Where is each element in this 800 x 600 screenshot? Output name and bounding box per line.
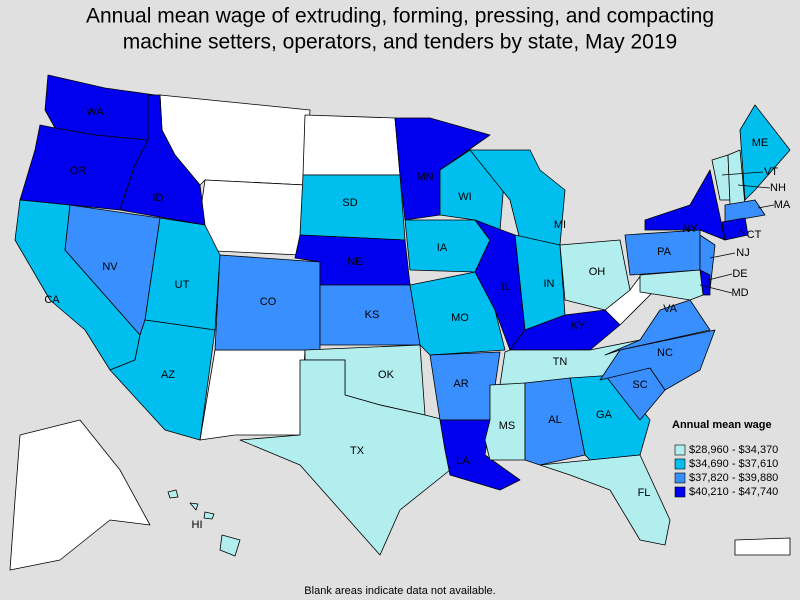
leader-line: [721, 171, 764, 176]
state-label: AL: [548, 414, 561, 426]
legend-label: $40,210 - $47,740: [689, 486, 778, 498]
state-label: FL: [638, 487, 651, 499]
state-label: ID: [153, 192, 164, 204]
state-label: HI: [192, 519, 203, 531]
state-label: NC: [657, 347, 673, 359]
state-label: TN: [553, 356, 568, 368]
state-label: CO: [260, 296, 277, 308]
state-label: MD: [731, 287, 748, 299]
state-shape: [734, 537, 791, 556]
legend-label: $34,690 - $37,610: [689, 458, 778, 470]
state-label: UT: [175, 279, 190, 291]
state-shape: [144, 217, 221, 331]
state-label: LA: [456, 455, 470, 467]
title-line-2: machine setters, operators, and tenders …: [123, 31, 677, 54]
state-label: KY: [571, 320, 586, 332]
state-shape: [219, 534, 241, 557]
state-shape: [739, 104, 791, 201]
state-label: AZ: [161, 369, 175, 381]
state-label: NY: [682, 223, 698, 235]
state-label: MO: [451, 312, 469, 324]
state-label: WI: [458, 191, 471, 203]
state-shape: [109, 319, 216, 441]
state-shape: [404, 219, 491, 273]
state-label: MA: [774, 199, 791, 211]
leader-line: [757, 204, 775, 209]
state-label: OR: [70, 165, 87, 177]
state-shape: [721, 217, 749, 241]
state-shape: [539, 454, 671, 546]
state-shape: [469, 149, 566, 246]
state-label: VT: [764, 166, 778, 178]
state-shape: [239, 359, 451, 556]
leader-line: [709, 252, 736, 259]
state-label: IL: [501, 281, 510, 293]
state-label: MN: [416, 171, 433, 183]
leader-line: [699, 284, 733, 294]
state-label: NV: [102, 261, 118, 273]
state-shape: [167, 489, 179, 499]
state-shape: [203, 511, 215, 520]
leader-line: [707, 273, 733, 281]
legend-swatch: [674, 444, 686, 456]
state-label: SD: [342, 197, 357, 209]
state-label: SC: [632, 379, 647, 391]
state-label: NE: [347, 256, 362, 268]
state-label: IA: [437, 242, 448, 254]
state-label: VA: [663, 303, 678, 315]
legend-swatch: [674, 472, 686, 484]
state-label: ME: [752, 137, 769, 149]
state-shape: [524, 377, 586, 466]
legend-swatch: [674, 458, 686, 470]
state-shape: [189, 502, 199, 511]
state-label: WA: [86, 106, 104, 118]
state-label: TX: [350, 445, 365, 457]
state-label: OH: [589, 266, 606, 278]
legend-title: Annual mean wage: [672, 419, 772, 431]
state-label: AR: [453, 378, 468, 390]
legend-label: $37,820 - $39,880: [689, 472, 778, 484]
states: WA OR ID CA NV UT AZ CO SD NE KS OK TX MN IA MO AR LA WI IL…: [14, 74, 791, 557]
footnote: Blank areas indicate data not available.: [304, 585, 495, 597]
state-shape: [119, 94, 206, 226]
state-shape: [199, 349, 306, 441]
state-label: DE: [732, 268, 747, 280]
state-label: NH: [770, 182, 786, 194]
state-label: GA: [596, 409, 613, 421]
state-label: NJ: [736, 247, 749, 259]
state-label: MI: [554, 219, 566, 231]
state-label: MS: [499, 420, 516, 432]
state-shape: [302, 114, 401, 176]
legend-swatch: [674, 486, 686, 498]
state-label: IN: [544, 278, 555, 290]
state-shape: [9, 419, 151, 571]
state-shape: [724, 199, 766, 223]
state-label: CA: [44, 294, 60, 306]
legend-label: $28,960 - $34,370: [689, 444, 778, 456]
title-line-1: Annual mean wage of extruding, forming, …: [86, 5, 714, 28]
state-label: OK: [378, 369, 395, 381]
state-shape: [559, 239, 631, 311]
leader-line: [737, 184, 771, 189]
state-shape: [639, 269, 704, 301]
state-label: KS: [365, 309, 380, 321]
state-label: PA: [657, 246, 672, 258]
leader-line: [739, 229, 747, 236]
legend: Annual mean wage $28,960 - $34,370 $34,69…: [672, 419, 778, 498]
state-label: CT: [747, 229, 762, 241]
